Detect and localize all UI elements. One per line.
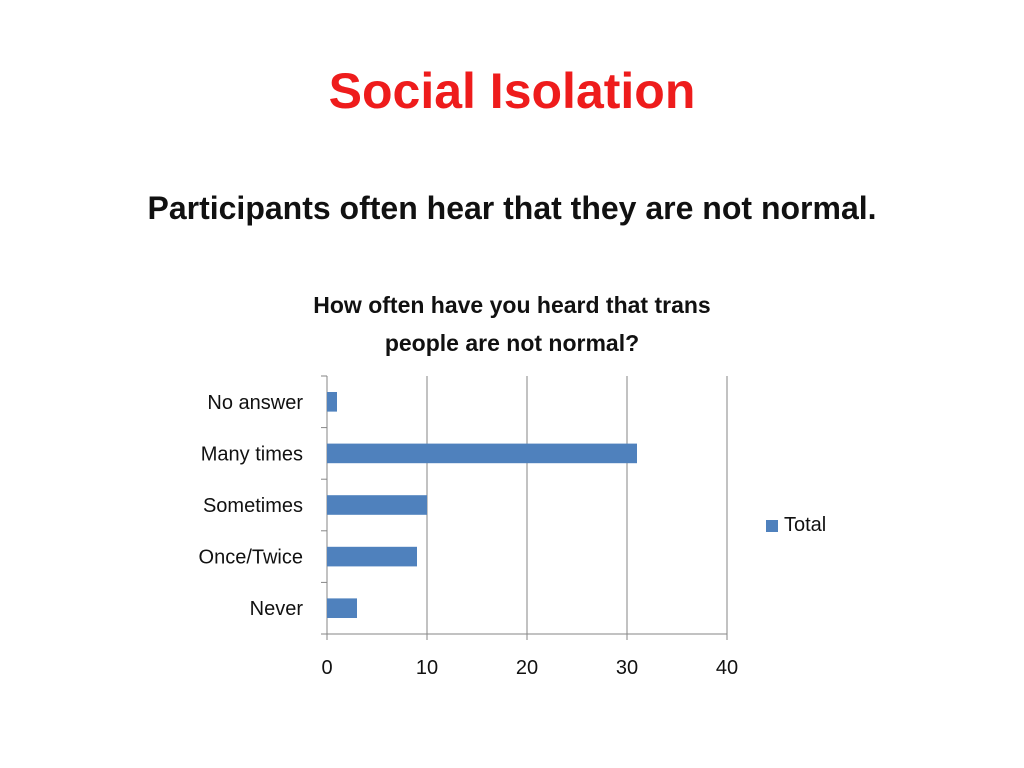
- chart-title-line-2: people are not normal?: [384, 330, 640, 356]
- slide-subtitle: Participants often hear that they are no…: [147, 190, 877, 226]
- bar: [327, 391, 337, 412]
- x-tick-label: 40: [716, 657, 738, 679]
- bar: [327, 443, 637, 464]
- x-tick-label: 0: [321, 657, 332, 679]
- chart-legend: Total: [766, 514, 826, 537]
- legend-swatch: [766, 519, 778, 532]
- y-category-label: Never: [250, 598, 304, 620]
- bar: [327, 495, 427, 515]
- y-category-label: Once/Twice: [199, 547, 303, 569]
- x-tick-label: 20: [516, 657, 538, 679]
- y-category-label: Many times: [201, 443, 303, 465]
- slide-title: Social Isolation: [328, 63, 696, 119]
- y-category-label: Sometimes: [203, 495, 303, 517]
- chart-title: How often have you heard that trans peop…: [262, 286, 762, 362]
- x-tick-label: 30: [616, 657, 638, 679]
- x-tick-label: 10: [416, 657, 438, 679]
- bar: [327, 546, 417, 567]
- bar: [327, 598, 357, 619]
- chart-title-line-1: How often have you heard that trans: [313, 292, 711, 318]
- y-category-label: No answer: [207, 392, 303, 414]
- legend-label: Total: [784, 514, 827, 536]
